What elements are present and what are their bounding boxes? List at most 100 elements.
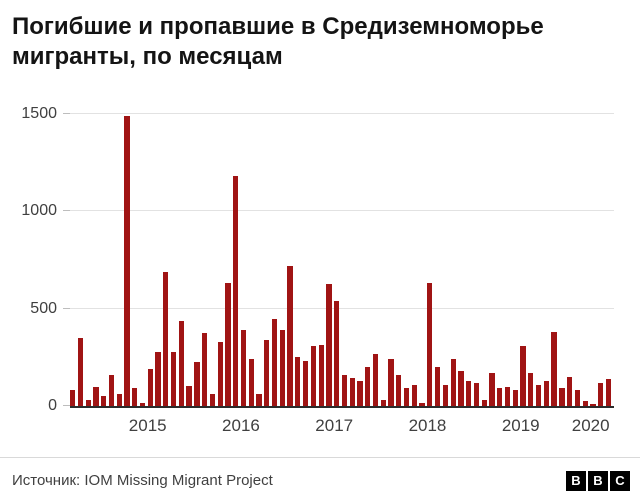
- y-tick-1500: [63, 113, 70, 114]
- bar-slot: [116, 114, 125, 406]
- y-tick-label-1500: 1500: [21, 105, 57, 122]
- bar-slot: [93, 114, 101, 406]
- bar-2019-04: [497, 388, 503, 406]
- bar-2019-03: [489, 372, 495, 406]
- bar-slot: [605, 114, 614, 406]
- y-tick-500: [63, 307, 70, 309]
- bar-slot: [70, 114, 78, 406]
- bar-slot: [225, 114, 233, 406]
- bar-slot: [318, 114, 327, 406]
- bar-2014-11: [85, 400, 91, 406]
- bar-slot: [271, 114, 280, 406]
- bar-slot: [101, 114, 109, 406]
- bar-2016-01: [194, 362, 200, 406]
- bar-2018-04: [403, 388, 410, 406]
- bar-slot: [139, 114, 148, 406]
- bar-slot: [240, 114, 249, 406]
- bar-slot: [403, 114, 412, 406]
- bar-slot: [466, 114, 474, 406]
- bbc-logo-block-3: C: [610, 470, 630, 491]
- bars-container: [70, 114, 614, 406]
- bar-2019-10: [543, 380, 549, 406]
- bar-2016-02: [202, 333, 208, 406]
- chart-title: Погибшие и пропавшие в Средиземноморье м…: [12, 13, 544, 71]
- bar-2016-10: [264, 339, 270, 406]
- y-tick-label-1000: 1000: [21, 202, 57, 220]
- bar-2018-01: [380, 400, 386, 406]
- bar-slot: [341, 114, 350, 406]
- bar-slot: [357, 114, 365, 406]
- bar-2019-02: [481, 400, 487, 406]
- bar-2018-02: [388, 359, 394, 406]
- bar-slot: [279, 114, 288, 406]
- bar-slot: [302, 114, 311, 406]
- bar-2017-06: [326, 284, 332, 406]
- bar-slot: [473, 114, 482, 406]
- bar-2016-06: [233, 176, 239, 406]
- bar-2019-11: [551, 332, 557, 406]
- bar-2018-10: [450, 359, 456, 406]
- bar-slot: [163, 114, 171, 406]
- bar-2020-01: [567, 376, 573, 406]
- bar-2020-03: [582, 401, 588, 406]
- bar-slot: [504, 114, 513, 406]
- bar-2017-03: [302, 361, 309, 406]
- bar-2018-12: [466, 380, 472, 406]
- bar-2017-02: [295, 357, 301, 406]
- x-axis-labels: 2015 2016 2017 2018 2019 2020: [70, 408, 614, 440]
- bar-slot: [520, 114, 528, 406]
- bar-slot: [427, 114, 435, 406]
- gridline-1000: [70, 210, 614, 212]
- bar-2020-06: [605, 378, 612, 406]
- x-year-label-2015: 2015: [128, 416, 167, 435]
- bar-slot: [528, 114, 536, 406]
- bar-2014-09: [70, 390, 76, 406]
- bar-2018-09: [442, 384, 449, 406]
- bar-2020-04: [590, 404, 596, 406]
- bar-slot: [132, 114, 140, 406]
- bar-2015-03: [116, 394, 122, 406]
- bar-2019-05: [504, 386, 511, 406]
- bar-slot: [372, 114, 381, 406]
- y-tick-label-0: 0: [48, 397, 57, 414]
- bar-slot: [178, 114, 187, 406]
- bar-2018-11: [458, 370, 464, 406]
- bar-2019-01: [473, 382, 480, 406]
- bar-2020-05: [598, 382, 604, 406]
- y-tick-0: [63, 405, 70, 406]
- bar-2018-07: [427, 283, 433, 406]
- x-year-label-2017: 2017: [315, 416, 354, 435]
- bar-slot: [582, 114, 591, 406]
- bar-slot: [512, 114, 521, 406]
- bar-2017-01: [287, 265, 293, 406]
- bar-slot: [264, 114, 272, 406]
- bar-2017-12: [372, 354, 379, 406]
- bar-slot: [380, 114, 389, 406]
- x-year-label-2019: 2019: [501, 416, 540, 435]
- bar-slot: [77, 114, 86, 406]
- bar-2019-08: [528, 372, 534, 406]
- bar-slot: [349, 114, 358, 406]
- bar-slot: [497, 114, 505, 406]
- bar-2015-12: [186, 385, 192, 406]
- bar-slot: [559, 114, 567, 406]
- bar-2017-07: [334, 300, 340, 406]
- bar-2016-07: [240, 330, 247, 406]
- bar-slot: [124, 114, 132, 406]
- bar-slot: [326, 114, 334, 406]
- bar-slot: [535, 114, 544, 406]
- bar-2015-07: [147, 369, 153, 406]
- bar-2014-12: [93, 386, 99, 406]
- bar-2020-02: [574, 390, 581, 406]
- bar-2015-04: [124, 115, 130, 406]
- bar-slot: [256, 114, 264, 406]
- y-tick-1000: [63, 210, 70, 212]
- bar-2018-03: [396, 374, 402, 406]
- bbc-logo-block-2: B: [588, 470, 608, 491]
- bar-slot: [85, 114, 94, 406]
- bar-2018-06: [419, 403, 425, 406]
- bar-slot: [396, 114, 404, 406]
- bar-2015-11: [178, 321, 184, 406]
